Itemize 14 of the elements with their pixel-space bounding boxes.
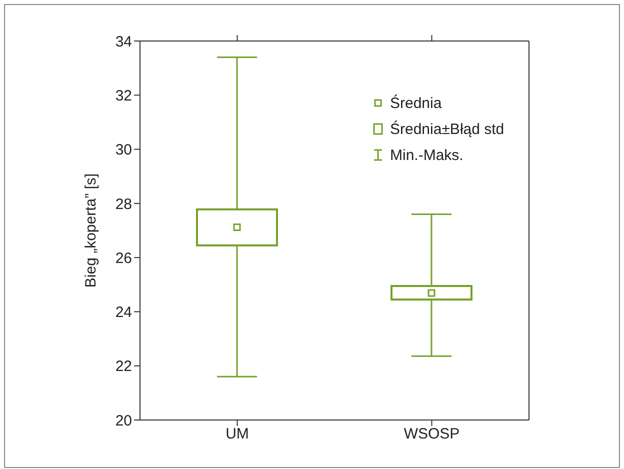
annotation: Średnia±Błąd std: [390, 120, 504, 138]
x-tick-label: UM: [226, 426, 249, 443]
y-tick-label: 30: [115, 142, 132, 159]
annotation: Min.-Maks.: [390, 146, 464, 164]
y-tick-label: 28: [115, 196, 132, 213]
y-tick-label: 24: [115, 304, 132, 322]
y-tick-label: 22: [115, 358, 132, 376]
x-tick-label: WSOSP: [404, 426, 460, 443]
y-tick-label: 20: [115, 412, 132, 430]
annotation: Średnia: [390, 94, 442, 112]
y-tick-label: 32: [115, 87, 132, 104]
y-axis-title: Bieg „koperta” [s]: [82, 173, 100, 288]
y-tick-label: 34: [115, 33, 132, 50]
y-tick-label: 26: [115, 250, 132, 267]
